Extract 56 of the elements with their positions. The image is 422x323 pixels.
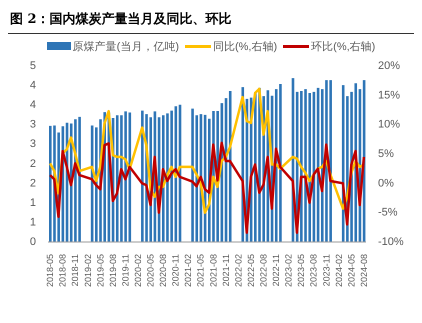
x-tick-label: 2020-08 [158,254,168,288]
y2-tick-label: -10% [378,236,404,248]
x-tick-label: 2024-05 [346,254,356,288]
x-tick-label: 2020-02 [132,254,143,288]
x-tick-label: 2023-08 [308,254,319,288]
x-tick-label: 2022-08 [258,254,268,288]
y-tick-label: 2 [30,158,36,170]
y-tick-label: 3 [30,118,36,131]
x-tick-label: 2022-05 [246,254,256,288]
x-tick-label: 2021-08 [208,254,218,288]
bar [191,108,194,242]
line-series [48,142,366,234]
x-tick-label: 2019-05 [95,254,106,288]
x-tick-label: 2021-02 [183,254,194,288]
y-tick-label: 4 [30,99,36,112]
bar [178,104,182,242]
x-tick-label: 2020-05 [146,254,156,288]
bar [128,112,132,242]
y2-tick-label: 0% [378,177,394,190]
x-tick-label: 2023-02 [284,254,294,288]
x-tick-label: 2021-05 [196,254,206,288]
x-tick-label: 2019-11 [120,254,130,286]
x-tick-label: 2021-11 [220,254,231,286]
y-tick-label: 0 [30,236,36,248]
x-tick-label: 2020-11 [170,254,181,286]
y2-tick-label: 15% [378,89,400,102]
x-tick-label: 2019-02 [82,254,93,288]
bar [304,89,307,242]
y-tick-label: 4 [30,80,36,92]
y-tick-label: 1 [30,196,36,209]
y2-tick-label: 5% [378,148,394,160]
bar [362,80,366,242]
x-tick-label: 2018-11 [70,254,80,286]
x-tick-label: 2022-02 [233,254,244,288]
x-tick-label: 2024-08 [358,254,369,288]
legend-label: 原煤产量(当月，亿吨) [72,40,179,54]
y-tick-label: 3 [30,138,36,150]
y-tick-label: 1 [30,216,36,228]
chart-title: 图 2：国内煤炭产量当月及同比、环比 [8,8,414,34]
x-tick-label: 2023-11 [321,254,332,286]
x-tick-label: 2024-02 [334,254,344,288]
y-tick-label: 5 [30,60,36,72]
x-tick-label: 2023-05 [296,254,306,288]
y2-tick-label: 20% [378,60,400,72]
bar [166,113,169,242]
legend-label: 环比(%,右轴) [311,40,376,54]
bar [49,126,52,242]
x-tick-label: 2018-05 [45,254,56,288]
bar [279,84,282,242]
x-tick-label: 2018-08 [58,254,68,288]
y-tick-label: 2 [30,177,36,190]
legend-label: 同比(%,右轴) [212,40,278,54]
x-tick-label: 2022-11 [271,254,282,286]
y2-tick-label: 10% [378,118,400,131]
x-tick-label: 2019-08 [108,254,118,288]
y2-tick-label: -5% [378,206,398,219]
